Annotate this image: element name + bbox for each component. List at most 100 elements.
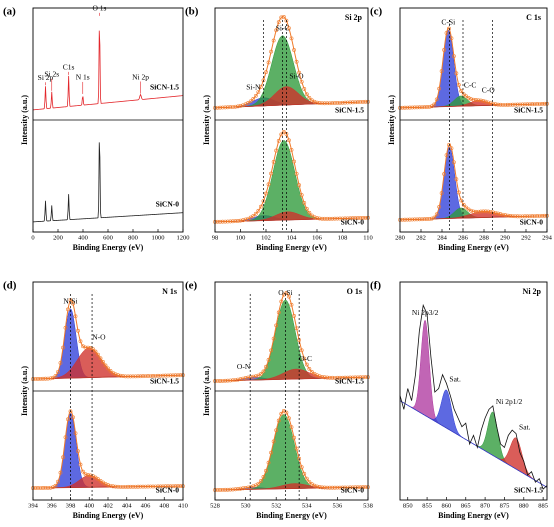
data-point — [486, 209, 491, 214]
data-point — [241, 103, 245, 108]
data-point — [93, 349, 98, 354]
data-point — [350, 216, 355, 221]
data-point — [304, 362, 309, 367]
x-tick-label: 106 — [312, 234, 323, 241]
data-point — [493, 102, 498, 107]
data-point — [230, 105, 235, 109]
data-point — [46, 376, 50, 381]
data-point — [294, 326, 299, 331]
data-point — [289, 302, 294, 307]
data-point — [46, 485, 50, 490]
data-point — [338, 216, 342, 221]
data-point — [251, 97, 256, 101]
data-point — [246, 485, 251, 490]
data-point — [332, 101, 337, 105]
data-point — [444, 31, 449, 35]
data-point — [417, 217, 422, 222]
data-point — [96, 477, 100, 482]
fit-envelope — [399, 143, 548, 221]
data-point — [348, 216, 353, 221]
data-point — [123, 374, 128, 379]
data-point — [439, 69, 444, 74]
data-point — [447, 26, 451, 31]
data-point — [322, 485, 327, 490]
data-point — [299, 348, 304, 353]
data-point — [483, 99, 488, 104]
data-point — [287, 294, 291, 299]
data-point — [251, 214, 256, 218]
data-point — [437, 204, 442, 209]
data-point — [243, 486, 248, 490]
x-axis-label: Binding Energy (eV) — [73, 243, 144, 252]
data-point — [363, 485, 368, 490]
data-point — [325, 485, 330, 490]
spectrum-line — [32, 30, 184, 111]
sample-label: SiCN-0 — [520, 218, 544, 227]
x-tick-label: 402 — [103, 502, 113, 509]
data-point — [302, 87, 307, 91]
data-point — [228, 378, 233, 383]
data-point — [269, 348, 274, 353]
data-point — [128, 484, 133, 489]
peak-label: O-N — [237, 362, 251, 371]
data-point — [307, 366, 312, 371]
data-point — [279, 411, 284, 416]
data-point — [363, 375, 368, 380]
data-point — [447, 143, 451, 147]
data-point — [307, 480, 312, 484]
data-point — [143, 484, 148, 489]
data-point — [241, 218, 245, 223]
data-point — [345, 100, 350, 105]
data-point — [358, 375, 363, 380]
data-point — [537, 102, 542, 106]
data-point — [444, 153, 449, 158]
data-point — [302, 356, 307, 361]
data-point — [251, 374, 256, 379]
data-point — [36, 377, 40, 381]
panel-title: C 1s — [526, 13, 541, 22]
data-point — [317, 485, 322, 489]
data-point — [126, 374, 130, 379]
x-tick-label: 100 — [236, 234, 246, 241]
data-point — [220, 487, 225, 492]
data-point — [405, 217, 410, 222]
x-axis-label: Binding Energy (eV) — [256, 511, 327, 520]
data-point — [96, 352, 100, 357]
data-point — [171, 484, 175, 489]
data-point — [238, 377, 243, 382]
data-point — [41, 376, 45, 381]
data-point — [325, 375, 330, 380]
data-point — [176, 484, 180, 489]
fit-envelope — [214, 292, 369, 382]
data-point — [520, 102, 525, 107]
data-point — [48, 485, 53, 490]
data-point — [476, 98, 481, 103]
data-point — [343, 375, 347, 380]
sample-label: SiCN-1.5 — [514, 486, 543, 495]
y-axis-label: Intensity (a.u.) — [202, 95, 211, 145]
x-tick-label: 102 — [261, 234, 271, 241]
data-point — [503, 213, 508, 218]
data-point — [141, 484, 145, 489]
data-point — [86, 473, 90, 477]
data-point — [243, 376, 248, 380]
data-point — [437, 86, 442, 91]
data-point — [312, 483, 317, 488]
data-point — [332, 485, 337, 490]
data-point — [292, 435, 296, 440]
data-point — [271, 160, 276, 164]
data-point — [340, 375, 345, 380]
data-point — [469, 208, 473, 213]
data-point — [151, 374, 155, 378]
data-point — [461, 92, 466, 97]
data-point — [451, 54, 456, 59]
x-tick-label: 98 — [212, 234, 219, 241]
data-point — [358, 216, 363, 220]
data-point — [284, 291, 289, 295]
peak-label: C-Si — [441, 18, 455, 27]
data-point — [233, 104, 238, 109]
data-point — [38, 376, 43, 381]
data-point — [269, 171, 274, 176]
data-point — [230, 219, 235, 224]
